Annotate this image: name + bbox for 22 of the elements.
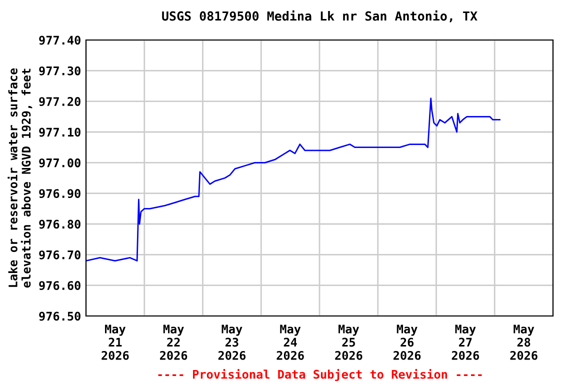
x-tick-label: May 24 2026: [276, 324, 304, 360]
chart-title: USGS 08179500 Medina Lk nr San Antonio, TX: [162, 10, 478, 22]
x-tick-label: May 26 2026: [394, 324, 421, 360]
y-tick-label: 976.50: [39, 312, 80, 321]
text: ---- Provisional Data Subject to Revision ----: [158, 368, 482, 382]
x-tick-label: May 28 2026: [510, 324, 538, 360]
x-tick-label: May 27 2026: [452, 324, 480, 360]
y-tick-label: 977.00: [39, 158, 80, 168]
x-tick-label: May 21 2026: [102, 324, 129, 360]
x-tick-label: May 23 2026: [218, 324, 246, 360]
x-tick-label: May 22 2026: [160, 324, 188, 360]
line-series: [86, 98, 500, 262]
y-tick-label: 976.90: [39, 189, 80, 198]
y-tick-label: 977.10: [39, 128, 80, 137]
y-tick-label: 977.30: [39, 66, 80, 76]
y-tick-label: 977.20: [39, 97, 80, 106]
y-axis-title: Lake or reservoir water surface elevation above NGVD 1929, feet: [8, 68, 32, 288]
x-tick-label: May 25 2026: [335, 324, 362, 360]
y-tick-label: 977.40: [39, 36, 80, 45]
y-tick-label: 976.60: [39, 281, 80, 290]
y-tick-label: 976.70: [39, 250, 80, 260]
y-tick-label: 976.80: [39, 220, 80, 229]
